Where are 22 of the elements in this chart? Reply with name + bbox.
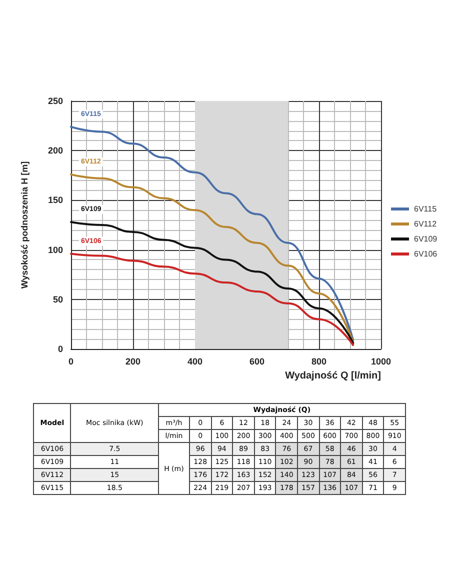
y-tick-label: 50	[52, 294, 63, 304]
x-tick-label: 400	[187, 356, 203, 366]
legend-label: 6V109	[414, 234, 438, 244]
y-axis-title: Wysokość podnoszenia H [m]	[20, 161, 30, 289]
x-axis-title: Wydajność Q [l/min]	[285, 370, 381, 382]
legend-label: 6V112	[414, 220, 438, 228]
legend-label: 6V115	[414, 204, 438, 214]
y-tick-label: 100	[48, 244, 63, 255]
x-tick-label: 0	[68, 356, 74, 366]
x-tick-label: 1000	[370, 356, 392, 366]
x-tick-label: 200	[125, 356, 141, 366]
line-series	[70, 221, 354, 344]
line-series	[70, 173, 354, 344]
x-tick-label: 600	[249, 356, 265, 366]
y-tick-label: 150	[48, 195, 63, 206]
y-tick-label: 200	[48, 146, 63, 156]
y-tick-label: 250	[48, 96, 63, 106]
x-tick-label: 800	[311, 356, 327, 366]
y-tick-label: 0	[58, 344, 63, 354]
line-series	[70, 252, 354, 346]
line-series	[70, 126, 354, 342]
legend-label: 6V106	[414, 250, 438, 258]
